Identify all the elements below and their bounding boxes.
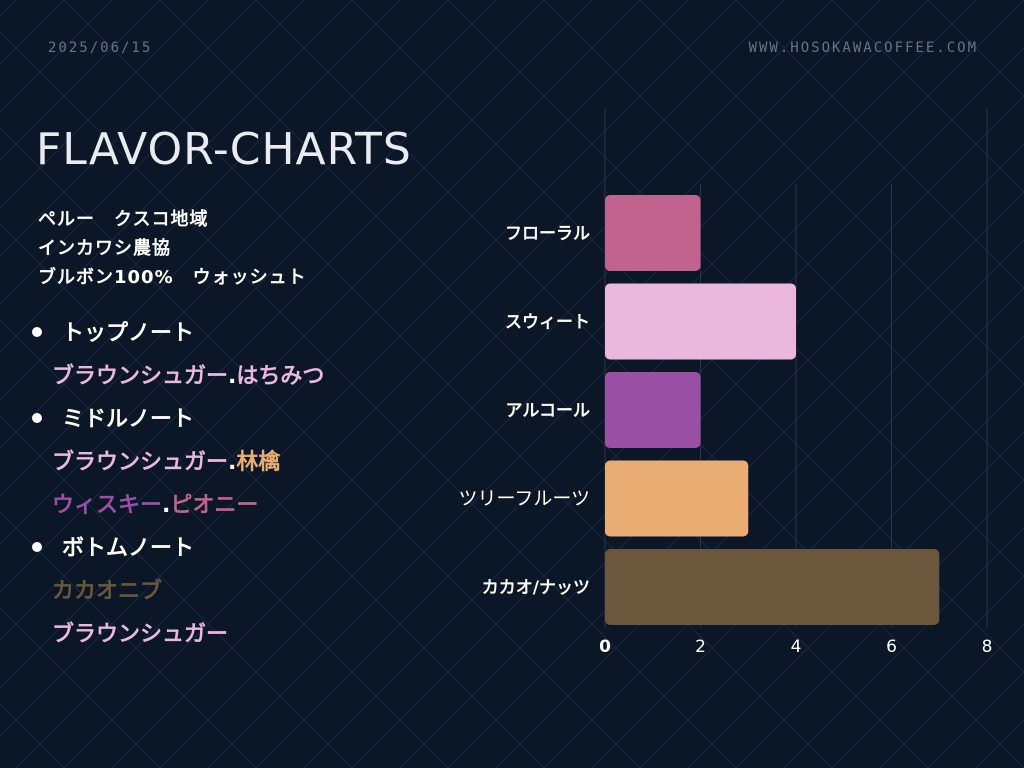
pattern-line [0,0,209,210]
category-label: カカオ/ナッツ [482,578,590,598]
pattern-line [0,0,257,258]
pattern-line [159,0,929,768]
bar [605,372,701,448]
category-label: フローラル [505,224,590,244]
flavor-item: ピオニー [170,493,259,518]
pattern-line [495,238,1024,768]
flavor-separator: . [228,450,237,475]
pattern-line [207,0,977,768]
middle-note-flavors-1: ブラウンシュガー.林檎 [52,444,280,476]
x-tick-label: 4 [791,637,802,657]
pattern-line [735,0,1024,290]
category-label: スウィート [505,313,590,333]
bar [605,549,940,625]
x-tick-label: 0 [599,637,611,657]
flavor-item: カカオニブ [52,579,163,604]
cooperative-line: インカワシ農協 [38,238,171,259]
bullet-icon [32,542,42,552]
middle-note-label: ミドルノート [62,407,195,432]
middle-note-heading: ミドルノート [32,401,194,433]
pattern-line [879,622,1024,768]
x-tick-label: 6 [886,637,897,657]
pattern-line [0,318,449,768]
flavor-item: ブラウンシュガー [52,450,229,475]
category-label: ツリーフルーツ [459,488,590,510]
pattern-line [0,414,353,768]
pattern-line [399,142,1024,768]
flavor-separator: . [228,364,237,389]
flavor-item: 林檎 [236,450,281,475]
bottom-note-heading: ボトムノート [32,530,194,562]
pattern-line [0,0,593,594]
date-label: 2025/06/15 [48,40,153,56]
top-note-heading: トップノート [32,315,194,347]
pattern-line [63,0,833,768]
pattern-line [447,0,1024,578]
pattern-line [0,30,737,768]
pattern-line [783,526,1024,768]
flavor-item: ウィスキー [52,493,163,518]
pattern-line [0,606,161,768]
page-title: FLAVOR-CHARTS [36,124,412,175]
bullet-icon [32,327,42,337]
bar [605,283,796,360]
pattern-line [0,0,161,162]
pattern-line [687,430,1024,768]
pattern-line [639,0,1024,386]
pattern-line [591,334,1024,768]
bar [605,195,701,271]
pattern-line [0,126,641,768]
bottom-note-flavors-1: カカオニブ [52,573,162,605]
pattern-line [15,0,785,768]
pattern-line [0,0,401,402]
bottom-note-label: ボトムノート [62,536,195,561]
pattern-line [831,574,1024,768]
pattern-line [831,0,1024,194]
website-url: WWW.HOSOKAWACOFFEE.COM [748,40,978,56]
origin-line: ペルー クスコ地域 [38,209,209,230]
flavor-item: ブラウンシュガー [52,364,229,389]
flavor-item: はちみつ [236,364,325,389]
x-tick-label: 2 [695,637,706,657]
x-tick-label: 8 [982,637,993,657]
pattern-line [0,222,545,768]
pattern-line [0,0,689,690]
pattern-line [111,0,881,768]
pattern-line [0,0,497,498]
pattern-line [735,478,1024,768]
pattern-line [543,0,1024,482]
pattern-line [0,0,305,306]
pattern-line [351,0,1024,674]
flavor-item: ブラウンシュガー [52,622,229,647]
flavor-separator: . [162,493,171,518]
bottom-note-flavors-2: ブラウンシュガー [52,616,228,648]
bullet-icon [32,413,42,423]
pattern-line [639,382,1024,768]
pattern-line [0,510,257,768]
top-note-flavors: ブラウンシュガー.はちみつ [52,358,324,390]
category-label: アルコール [506,401,591,421]
pattern-line [0,0,353,354]
top-note-label: トップノート [62,321,195,346]
middle-note-flavors-2: ウィスキー.ピオニー [52,487,258,519]
variety-process-line: ブルボン100% ウォッシュト [38,267,307,288]
bar [605,460,749,537]
